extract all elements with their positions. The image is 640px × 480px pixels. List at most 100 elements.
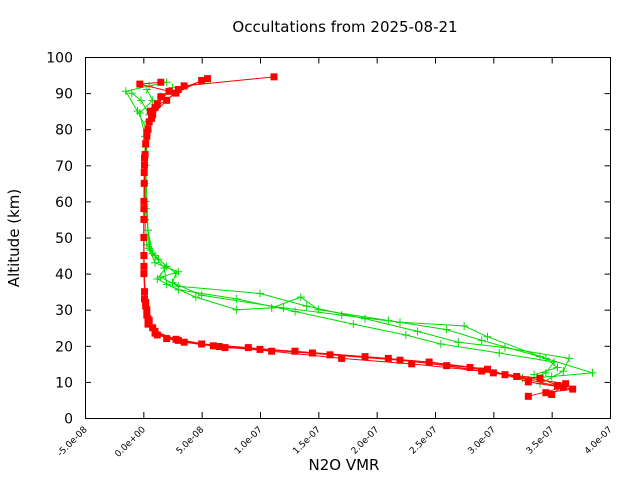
data-point (478, 367, 486, 375)
data-point (559, 367, 568, 376)
data-point (137, 96, 145, 105)
data-point (127, 89, 136, 98)
data-point (588, 368, 597, 377)
data-point (349, 320, 358, 329)
data-point (154, 255, 163, 264)
data-point (291, 307, 299, 316)
series-line (131, 92, 593, 379)
data-point (197, 291, 206, 300)
data-point (513, 372, 521, 380)
data-point (309, 349, 316, 357)
data-point (536, 374, 544, 382)
y-tick-label: 10 (55, 375, 73, 391)
data-point (140, 262, 148, 270)
data-point (143, 129, 151, 137)
data-point (484, 365, 491, 373)
data-point (270, 73, 278, 81)
data-point (338, 354, 346, 362)
data-point (562, 380, 570, 388)
series-line (125, 81, 570, 385)
data-point (144, 320, 152, 328)
data-point (163, 96, 171, 104)
data-point (541, 354, 550, 363)
data-point (148, 114, 155, 122)
data-point (121, 87, 130, 96)
y-tick-label: 40 (55, 267, 73, 283)
data-point (268, 347, 276, 355)
data-point (168, 278, 177, 287)
data-point (256, 289, 264, 298)
data-point (157, 78, 165, 86)
data-point (142, 85, 151, 94)
data-point (174, 85, 182, 93)
data-point (141, 295, 148, 303)
data-point (141, 154, 148, 162)
data-point (442, 325, 451, 334)
data-point (553, 363, 562, 372)
data-point (221, 344, 229, 352)
data-point (279, 303, 288, 312)
data-point (172, 269, 180, 278)
data-point (477, 336, 486, 345)
data-point (396, 318, 404, 327)
data-point (153, 275, 162, 284)
data-point (165, 87, 173, 95)
x-axis-label: N2O VMR (309, 456, 380, 474)
data-point (136, 80, 144, 88)
data-point (548, 391, 556, 399)
data-point (142, 298, 150, 306)
data-point (172, 335, 180, 343)
data-point (554, 382, 561, 390)
y-tick-label: 0 (64, 412, 73, 428)
data-point (204, 75, 211, 83)
data-point (143, 311, 151, 319)
data-point (146, 246, 155, 255)
data-point (172, 89, 180, 97)
data-point (215, 343, 223, 351)
data-point (443, 362, 451, 370)
y-axis-label: Altitude (km) (5, 189, 23, 287)
data-point (483, 332, 492, 341)
data-point (565, 354, 574, 363)
y-tick-label: 90 (55, 87, 73, 103)
data-point (267, 303, 276, 312)
data-point (524, 392, 532, 400)
y-tick-label: 100 (46, 51, 73, 67)
data-point (232, 305, 241, 314)
data-point (495, 349, 504, 358)
data-point (140, 205, 148, 213)
data-point (153, 100, 161, 108)
data-point (244, 344, 252, 352)
y-tick-label: 80 (55, 123, 73, 139)
data-point (135, 108, 144, 117)
data-point (460, 321, 469, 330)
y-tick-label: 70 (55, 159, 73, 175)
data-point (541, 368, 550, 377)
data-point (157, 93, 165, 101)
y-tick-label: 50 (55, 231, 73, 247)
data-point (425, 358, 433, 366)
data-point (401, 330, 410, 339)
data-point (144, 315, 152, 323)
data-point (326, 351, 334, 359)
data-point (145, 118, 153, 126)
data-point (180, 338, 188, 346)
data-point (524, 378, 532, 386)
data-point (454, 338, 463, 347)
data-point (151, 329, 159, 337)
data-point (151, 258, 159, 267)
data-point (384, 354, 392, 362)
data-point (163, 335, 171, 343)
data-point (569, 385, 577, 393)
data-point (191, 293, 200, 302)
data-point (146, 107, 154, 115)
data-point (337, 311, 346, 320)
data-point (302, 302, 311, 311)
data-point (408, 360, 416, 368)
data-point (547, 372, 556, 381)
data-point (151, 104, 159, 112)
data-point (436, 339, 445, 348)
data-point (542, 389, 550, 397)
chart-title: Occultations from 2025-08-21 (232, 18, 457, 36)
data-point (162, 280, 171, 289)
